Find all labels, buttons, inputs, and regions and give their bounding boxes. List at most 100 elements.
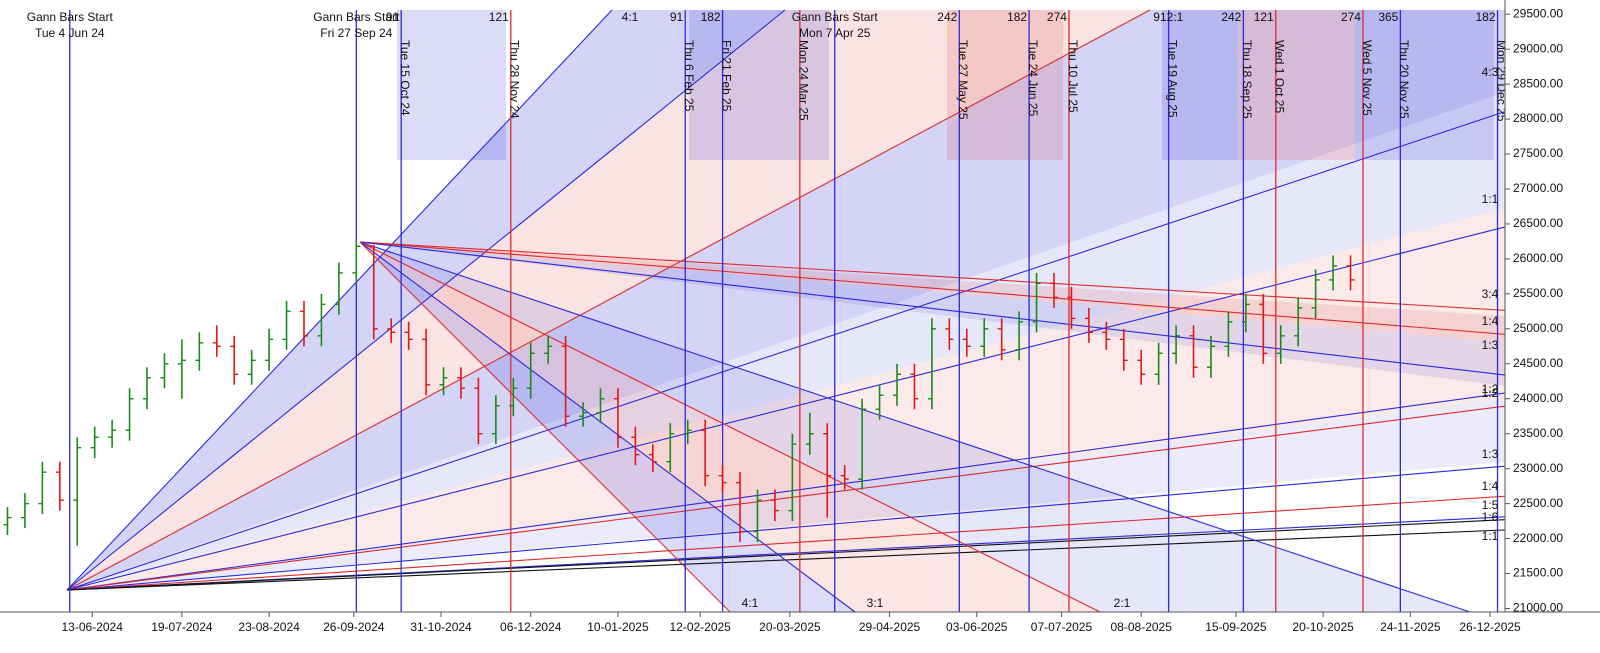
cycle-count: 242 xyxy=(937,10,957,24)
gann-start-date: Fri 27 Sep 24 xyxy=(320,26,392,40)
date-line-label: Wed 1 Oct 25 xyxy=(1273,40,1287,113)
fan-label: 4:1 xyxy=(622,10,639,24)
fan-line xyxy=(66,79,1600,591)
cycle-count: 182 xyxy=(1475,10,1495,24)
cycle-count: 242 xyxy=(1221,10,1241,24)
date-line-label: Thu 18 Sep 25 xyxy=(1240,40,1254,119)
fan-line xyxy=(66,9,1151,591)
fan-line xyxy=(359,241,1471,613)
time-band xyxy=(1238,10,1355,160)
x-tick-label: 15-09-2025 xyxy=(1205,620,1267,634)
cycle-count: 121 xyxy=(489,10,509,24)
fan-label: 1:1 xyxy=(1482,192,1499,206)
gann-start-title: Gann Bars Start xyxy=(313,10,400,24)
x-tick-label: 26-09-2024 xyxy=(323,620,385,634)
date-line-label: Wed 5 Nov 25 xyxy=(1360,40,1374,116)
date-line-label: Tue 19 Aug 25 xyxy=(1165,40,1179,118)
x-tick-label: 03-06-2025 xyxy=(946,620,1008,634)
x-tick-label: 10-01-2025 xyxy=(587,620,649,634)
x-tick-label: 12-02-2025 xyxy=(669,620,731,634)
y-tick-label: 24000.00 xyxy=(1513,391,1563,405)
fan-label: 1:6 xyxy=(1482,510,1499,524)
time-band xyxy=(689,10,829,160)
fan-label: 1:3 xyxy=(1482,447,1499,461)
cycle-count: 182 xyxy=(701,10,721,24)
date-line-label: Thu 6 Feb 25 xyxy=(682,40,696,112)
y-tick-label: 21500.00 xyxy=(1513,566,1563,580)
date-line-label: Mon 24 Mar 25 xyxy=(797,40,811,121)
annotations: Gann Bars Start Tue 4 Jun 24 Gann Bars Sta… xyxy=(27,10,1509,610)
cycle-count: 91 xyxy=(670,10,684,24)
cycle-count: 274 xyxy=(1341,10,1361,24)
fan-line xyxy=(359,241,731,613)
x-tick-label: 29-04-2025 xyxy=(859,620,921,634)
fan-zone xyxy=(67,398,1505,590)
fan-line xyxy=(66,202,1600,591)
fan-label: 1:2 xyxy=(1482,386,1499,400)
y-tick-label: 26000.00 xyxy=(1513,251,1563,265)
cycle-count: 121 xyxy=(1254,10,1274,24)
cycle-count: 91 xyxy=(386,10,400,24)
cycle-count: 274 xyxy=(1047,10,1067,24)
gann-start-date: Tue 4 Jun 24 xyxy=(35,26,105,40)
y-tick-label: 23500.00 xyxy=(1513,426,1563,440)
fan-line xyxy=(359,241,1600,387)
fan-label: 1:4 xyxy=(1482,479,1499,493)
y-tick-label: 27500.00 xyxy=(1513,146,1563,160)
fan-line xyxy=(66,393,1600,591)
price-axis-panel xyxy=(1505,0,1600,653)
fan-line xyxy=(66,457,1600,591)
x-tick-label: 19-07-2024 xyxy=(151,620,213,634)
date-line-label: Fri 21 Feb 25 xyxy=(719,40,733,112)
gann-start-title: Gann Bars Start xyxy=(792,10,879,24)
cycle-count: 182 xyxy=(1007,10,1027,24)
y-tick-label: 26500.00 xyxy=(1513,216,1563,230)
axes: 21000.00 21500.00 22000.00 22500.00 23000.00… xyxy=(61,6,1563,634)
fan-zone xyxy=(67,92,1505,590)
x-tick-label: 06-12-2024 xyxy=(500,620,562,634)
y-tick-label: 24500.00 xyxy=(1513,356,1563,370)
fan-label: 1:5 xyxy=(1482,498,1499,512)
price-bars xyxy=(3,241,1355,546)
gann-fans xyxy=(66,9,1600,613)
date-lines xyxy=(69,10,1499,612)
fan-line xyxy=(66,489,1600,591)
time-axis-panel xyxy=(0,612,1600,653)
fan-zone xyxy=(67,10,1505,590)
x-tick-label: 20-10-2025 xyxy=(1292,620,1354,634)
x-tick-label: 20-03-2025 xyxy=(759,620,821,634)
fan-line xyxy=(359,241,1600,343)
y-tick-label: 22500.00 xyxy=(1513,496,1563,510)
fan-line xyxy=(66,525,1600,591)
fan-line xyxy=(359,241,1600,317)
y-tick-label: 28000.00 xyxy=(1513,111,1563,125)
fan-line xyxy=(66,379,1600,591)
gann-start-date: Mon 7 Apr 25 xyxy=(799,26,871,40)
y-tick-label: 25000.00 xyxy=(1513,321,1563,335)
y-tick-label: 25500.00 xyxy=(1513,286,1563,300)
fan-zone xyxy=(360,242,1505,386)
fan-label: 1:4 xyxy=(1482,314,1499,328)
x-tick-label: 31-10-2024 xyxy=(410,620,472,634)
x-tick-label: 26-12-2025 xyxy=(1459,620,1521,634)
fan-line xyxy=(359,241,1101,613)
y-tick-label: 27000.00 xyxy=(1513,181,1563,195)
date-line-label: Tue 27 May 25 xyxy=(956,40,970,120)
y-tick-label: 29500.00 xyxy=(1513,6,1563,20)
fan-label: 4:3 xyxy=(1482,65,1499,79)
y-tick-label: 29000.00 xyxy=(1513,41,1563,55)
x-tick-label: 08-08-2025 xyxy=(1111,620,1173,634)
fan-label: 1:2 xyxy=(1482,382,1499,396)
date-line-label: Thu 10 Jul 25 xyxy=(1066,40,1080,113)
cycle-count: 91 xyxy=(1153,10,1167,24)
time-band xyxy=(397,10,506,160)
fan-line xyxy=(66,514,1600,591)
fan-label: 2:1 xyxy=(1167,10,1184,24)
y-tick-label: 21000.00 xyxy=(1513,601,1563,615)
fan-label: 4:1 xyxy=(742,596,759,610)
date-line-label: Thu 28 Nov 24 xyxy=(508,40,522,119)
y-tick-label: 22000.00 xyxy=(1513,531,1563,545)
fan-line xyxy=(66,9,786,591)
x-tick-label: 13-06-2024 xyxy=(61,620,123,634)
